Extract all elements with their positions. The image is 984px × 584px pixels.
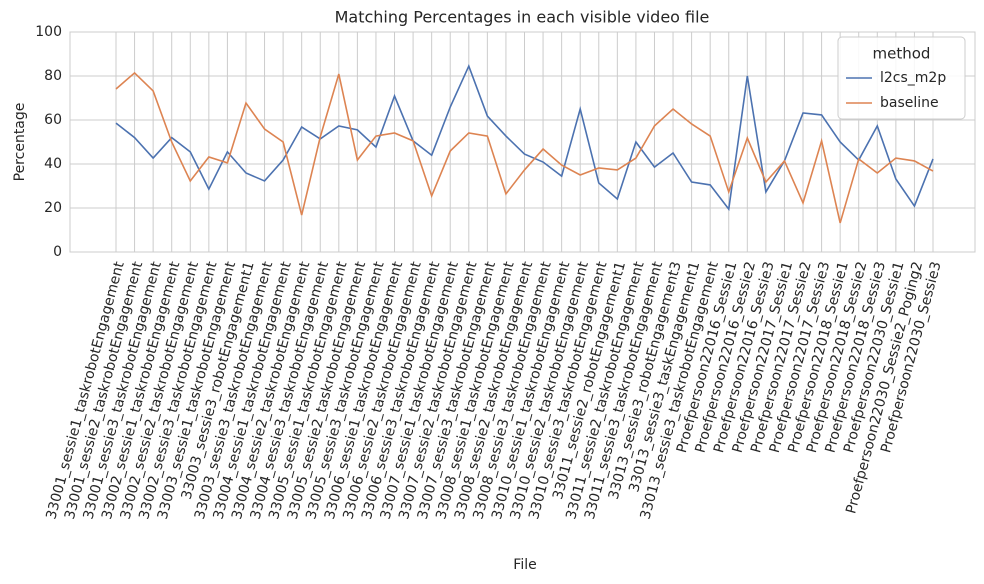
y-tick-label: 80 <box>44 68 62 84</box>
y-axis-label: Percentage <box>12 103 28 182</box>
legend-title: method <box>873 45 931 63</box>
legend-label: l2cs_m2p <box>880 70 946 86</box>
legend-label: baseline <box>880 95 939 111</box>
y-tick-label: 60 <box>44 112 62 128</box>
legend-box <box>837 36 966 120</box>
chart-title: Matching Percentages in each visible vid… <box>335 8 710 27</box>
line-series <box>115 64 934 212</box>
y-tick-label: 20 <box>44 200 62 216</box>
y-tick-label: 100 <box>35 24 62 40</box>
y-tick-label: 40 <box>44 156 62 172</box>
line-series <box>115 71 934 224</box>
plot-border <box>69 31 976 253</box>
x-axis-label: File <box>513 557 536 573</box>
y-tick-label: 0 <box>53 244 62 260</box>
